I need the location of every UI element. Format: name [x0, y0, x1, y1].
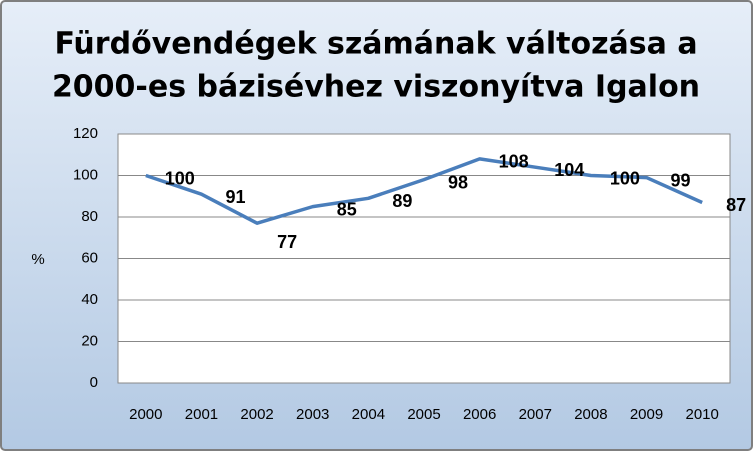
data-label: 77 — [277, 232, 297, 252]
chart-title: Fürdővendégek számának változása a — [54, 27, 697, 62]
y-tick-label: 20 — [81, 332, 98, 349]
x-tick-label: 2007 — [519, 406, 552, 423]
x-tick-label: 2004 — [352, 406, 385, 423]
y-axis-label: % — [31, 251, 44, 268]
y-tick-label: 40 — [81, 291, 98, 308]
data-label: 85 — [337, 199, 357, 219]
data-label: 100 — [165, 168, 195, 188]
data-line — [145, 157, 703, 225]
data-label: 87 — [726, 195, 746, 215]
data-label: 108 — [499, 152, 529, 172]
x-tick-label: 2010 — [685, 406, 718, 423]
x-tick-label: 2005 — [407, 406, 440, 423]
y-tick-label: 120 — [73, 125, 98, 142]
x-tick-label: 2002 — [240, 406, 273, 423]
y-tick-label: 0 — [90, 374, 98, 391]
y-tick-label: 100 — [73, 166, 98, 183]
x-tick-label: 2001 — [185, 406, 218, 423]
x-tick-label: 2009 — [630, 406, 663, 423]
data-label: 99 — [671, 170, 691, 190]
data-label: 98 — [448, 172, 468, 192]
x-tick-label: 2006 — [463, 406, 496, 423]
chart-title: 2000-es bázisévhez viszonyítva Igalon — [52, 70, 700, 105]
x-tick-label: 2003 — [296, 406, 329, 423]
data-label: 89 — [392, 191, 412, 211]
data-label: 91 — [225, 187, 245, 207]
data-label: 100 — [610, 168, 640, 188]
x-tick-label: 2008 — [574, 406, 607, 423]
y-tick-label: 60 — [81, 249, 98, 266]
y-tick-label: 80 — [81, 208, 98, 225]
data-label: 104 — [554, 160, 584, 180]
x-tick-label: 2000 — [129, 406, 162, 423]
